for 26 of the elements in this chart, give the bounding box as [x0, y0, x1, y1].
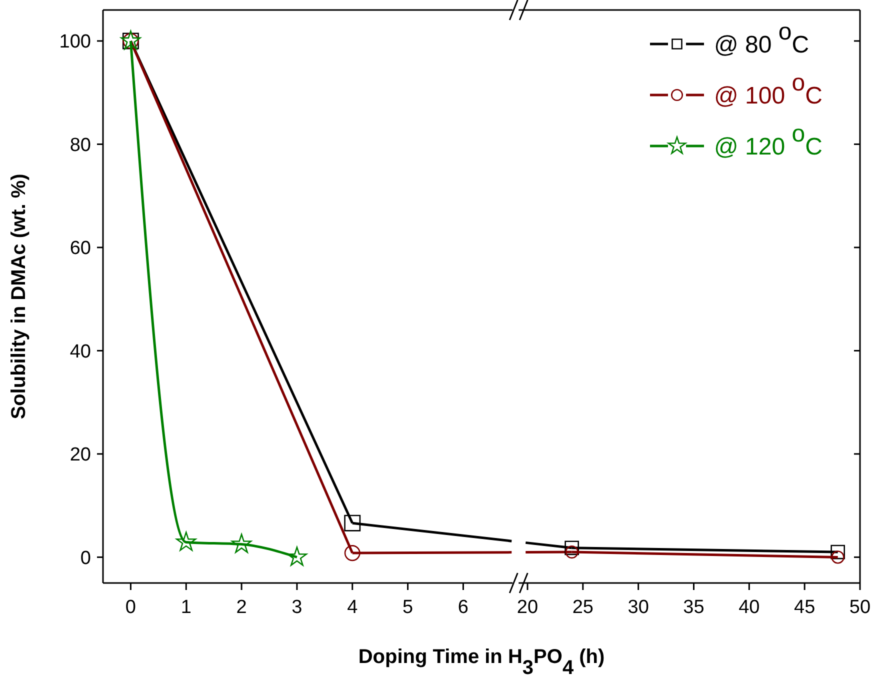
x-tick-label: 25 [572, 597, 594, 618]
x-tick-label: 45 [794, 597, 816, 618]
y-tick-label: 80 [70, 134, 91, 156]
y-tick-label: 40 [70, 341, 91, 362]
point [286, 546, 308, 566]
point [344, 514, 361, 532]
x-tick-label: 3 [292, 597, 302, 618]
x-tick-label: 35 [683, 597, 704, 618]
x-tick-label: 1 [180, 597, 192, 618]
point [344, 545, 360, 562]
x-tick-label: 4 [347, 597, 358, 618]
point [176, 532, 196, 551]
y-axis-title: Solubility in DMAc (wt. %) [8, 174, 30, 420]
x-tick-label: 50 [849, 597, 871, 618]
x-tick-label: 6 [458, 597, 468, 618]
y-tick-label: 20 [70, 444, 91, 466]
x-tick-label: 20 [516, 597, 538, 618]
x-tick-label: 0 [125, 597, 136, 618]
x-tick-label: 30 [628, 597, 649, 618]
y-tick-label: 60 [70, 238, 91, 260]
x-tick-label: 40 [738, 597, 760, 618]
y-tick-label: 100 [59, 32, 91, 53]
x-tick-label: 2 [236, 597, 247, 618]
y-tick-label: 0 [80, 548, 91, 569]
x-tick-label: 5 [402, 597, 414, 618]
point [231, 534, 252, 553]
